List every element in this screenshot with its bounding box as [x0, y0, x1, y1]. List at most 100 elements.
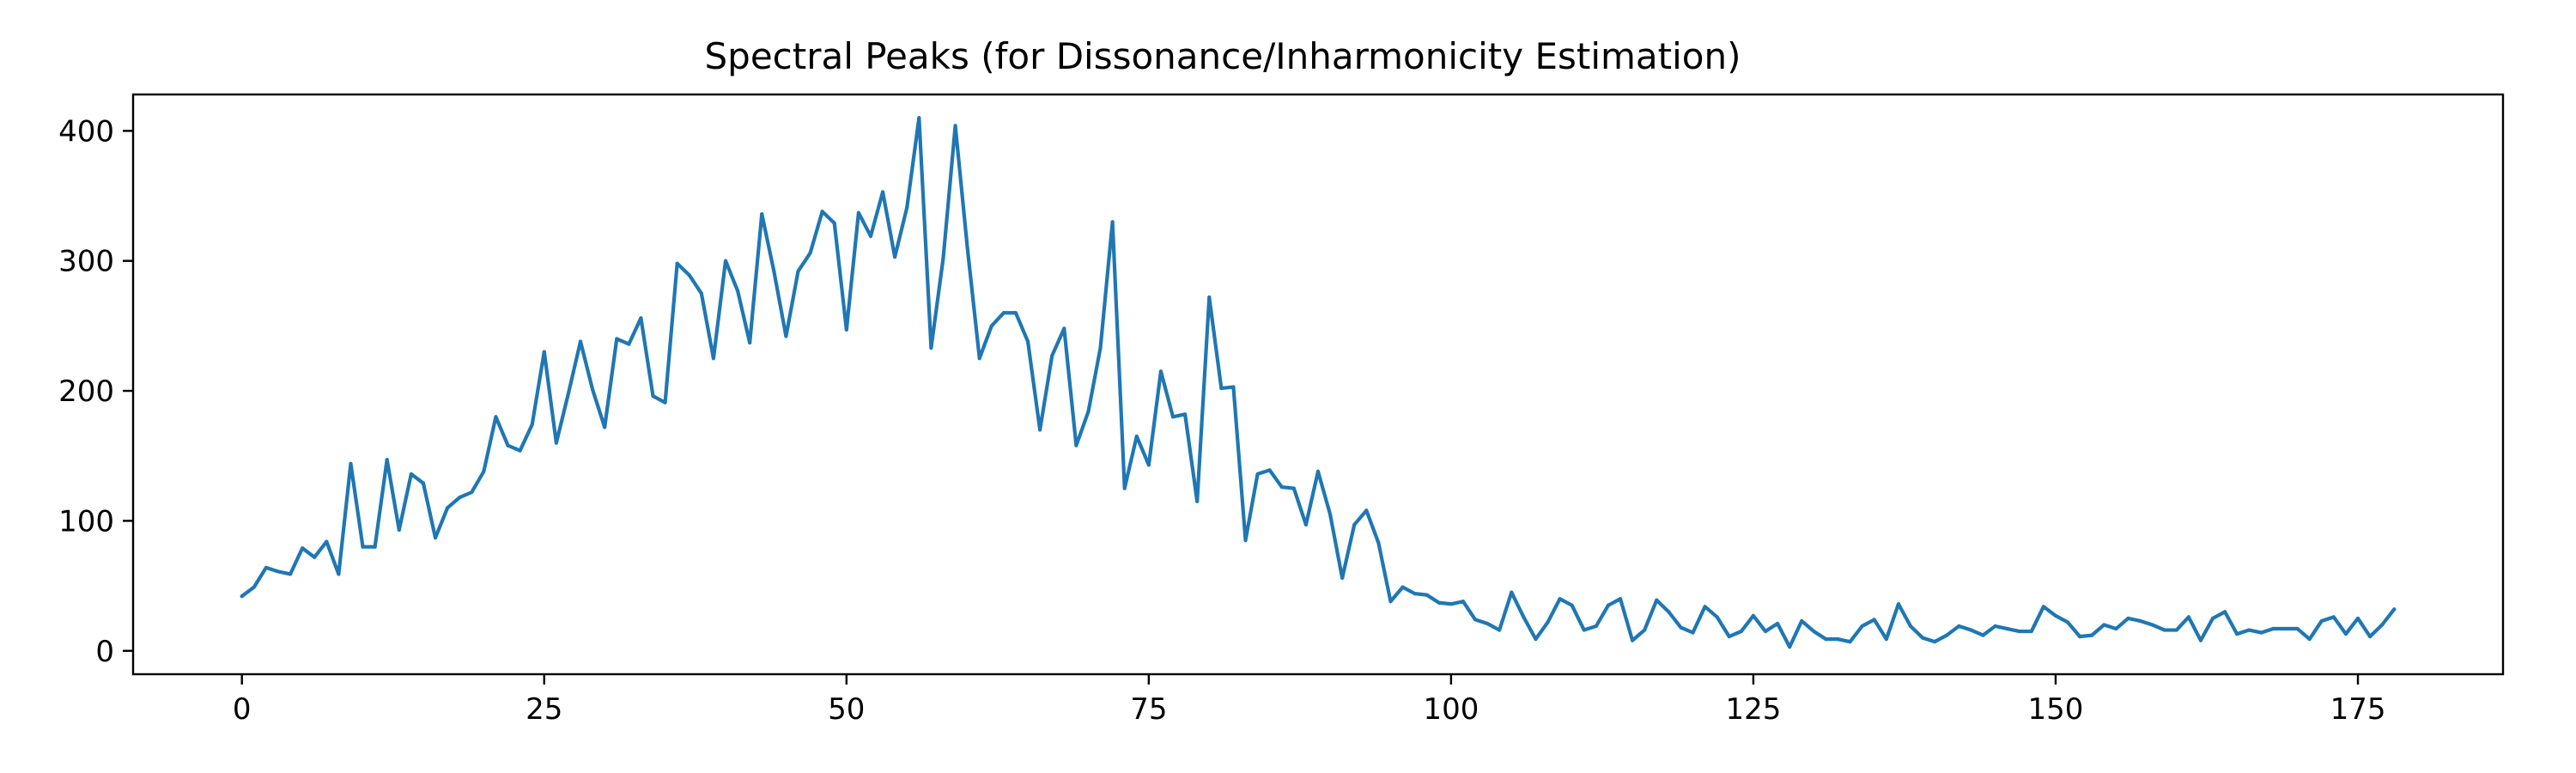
data-point — [772, 269, 776, 273]
data-point — [1413, 592, 1417, 596]
data-point — [1303, 522, 1309, 527]
data-point — [1267, 468, 1272, 472]
data-point — [1933, 640, 1937, 644]
data-point — [2041, 605, 2045, 609]
data-point — [820, 210, 824, 214]
data-point — [760, 212, 764, 216]
data-point — [1582, 628, 1586, 632]
data-point — [2271, 626, 2275, 631]
data-point — [2259, 630, 2263, 635]
data-point — [288, 572, 293, 576]
data-point — [965, 246, 969, 250]
data-point — [905, 205, 909, 210]
data-point — [1449, 602, 1453, 606]
data-point — [518, 448, 522, 453]
data-point — [1255, 472, 1260, 477]
data-points — [240, 116, 2397, 649]
data-point — [1848, 640, 1852, 644]
data-point — [2210, 616, 2215, 621]
data-point — [482, 469, 486, 474]
data-point — [385, 458, 389, 462]
data-point — [1522, 615, 1526, 619]
data-point — [397, 527, 401, 533]
data-point — [868, 234, 873, 239]
data-point — [2174, 628, 2178, 632]
data-point — [1945, 633, 1949, 637]
data-point — [880, 190, 885, 194]
data-point — [2355, 616, 2360, 621]
data-point — [1122, 486, 1127, 490]
data-point — [494, 415, 498, 419]
data-point — [1086, 410, 1091, 414]
data-point — [1195, 499, 1200, 503]
data-point — [1243, 539, 1248, 543]
data-point — [1400, 585, 1405, 589]
data-point — [2307, 637, 2312, 642]
data-point — [1800, 618, 1804, 624]
x-tick-label: 0 — [233, 692, 252, 727]
data-point — [917, 116, 921, 120]
data-point — [1594, 624, 1598, 629]
data-point — [1703, 605, 1707, 609]
data-point — [2126, 616, 2130, 621]
y-tick-label: 400 — [58, 114, 114, 149]
data-point — [1908, 624, 1913, 629]
x-axis: 0 25 50 75 100 125 150 175 — [233, 674, 2386, 727]
data-point — [748, 340, 752, 345]
data-point — [1667, 610, 1671, 614]
data-point — [929, 346, 933, 350]
data-point — [1388, 600, 1393, 604]
data-point — [349, 461, 353, 466]
x-tick-label: 150 — [2028, 692, 2084, 727]
x-tick-label: 25 — [526, 692, 562, 727]
data-point — [2283, 626, 2287, 631]
data-point — [1110, 220, 1115, 224]
data-point — [2029, 629, 2033, 634]
data-point — [615, 337, 619, 341]
data-point — [1860, 624, 1864, 629]
data-point — [530, 423, 534, 427]
data-point — [1546, 620, 1550, 624]
data-point — [639, 316, 643, 320]
data-point — [651, 394, 655, 399]
data-point — [1025, 339, 1030, 344]
x-tick-label: 125 — [1725, 692, 1781, 727]
data-point — [796, 269, 800, 273]
data-point — [325, 539, 329, 544]
data-point — [603, 425, 607, 429]
data-point — [264, 565, 268, 570]
data-point — [1981, 633, 1985, 637]
data-point — [1352, 522, 1357, 527]
data-point — [1776, 621, 1780, 626]
data-point — [421, 481, 426, 485]
data-point — [446, 506, 450, 510]
data-point — [663, 400, 667, 405]
x-tick-label: 175 — [2330, 692, 2386, 727]
y-tick-label: 0 — [95, 635, 114, 669]
data-point — [1957, 624, 1961, 629]
data-point — [1570, 603, 1574, 607]
data-point — [1606, 603, 1611, 607]
data-point — [2138, 618, 2142, 624]
data-point — [2319, 618, 2324, 624]
data-point — [2017, 629, 2021, 634]
data-point — [723, 259, 728, 263]
data-point — [1643, 628, 1647, 632]
data-point — [1170, 415, 1176, 419]
data-point — [1510, 590, 1514, 594]
data-point — [711, 356, 716, 361]
plot-frame — [131, 93, 2505, 676]
data-point — [1364, 508, 1369, 513]
data-point — [832, 221, 836, 225]
data-point — [977, 356, 981, 361]
data-point — [313, 555, 317, 559]
data-point — [1291, 486, 1296, 490]
data-point — [2005, 626, 2009, 631]
data-point — [2247, 628, 2251, 632]
data-point — [252, 585, 256, 589]
data-point — [675, 261, 679, 265]
data-point — [542, 350, 546, 354]
data-point — [1001, 311, 1005, 315]
data-point — [1219, 386, 1224, 391]
data-point — [591, 387, 595, 392]
